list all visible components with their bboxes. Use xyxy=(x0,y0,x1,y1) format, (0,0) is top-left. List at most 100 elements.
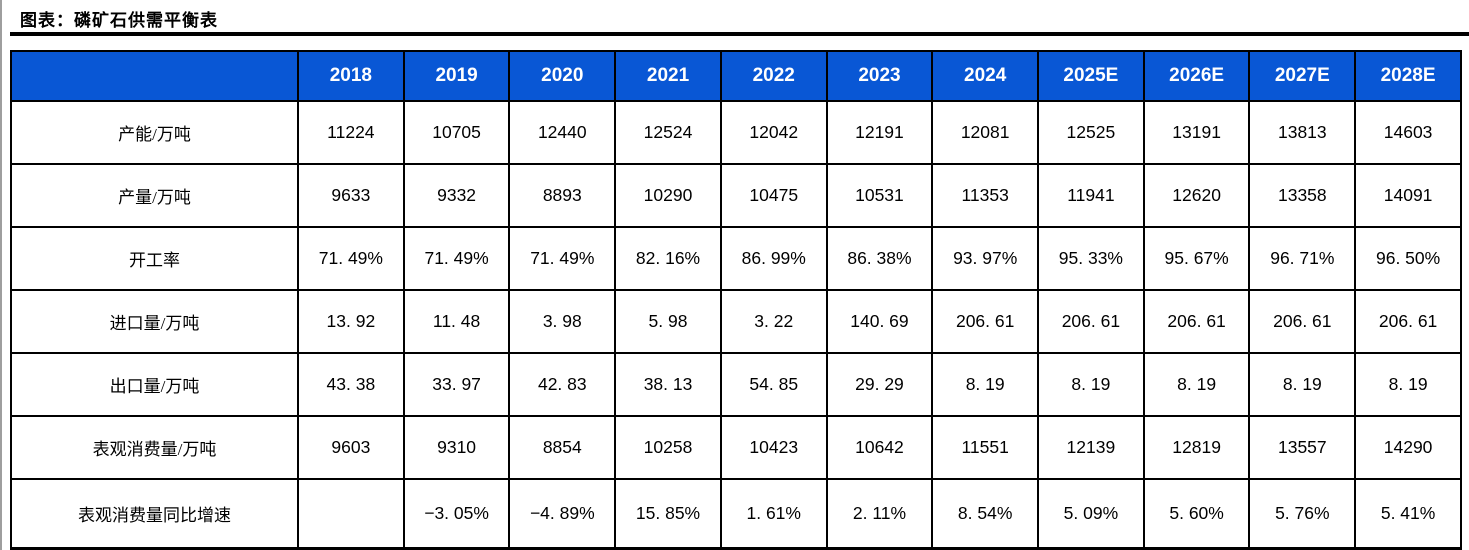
value-cell: 206. 61 xyxy=(1354,289,1462,354)
value-cell: 11353 xyxy=(931,163,1040,228)
value-cell: 8. 54% xyxy=(931,478,1040,549)
value-cell: 3. 98 xyxy=(508,289,617,354)
value-cell: 5. 76% xyxy=(1248,478,1357,549)
value-cell: 71. 49% xyxy=(508,226,617,291)
value-cell: 11. 48 xyxy=(402,289,511,354)
value-cell: 140. 69 xyxy=(825,289,934,354)
value-cell: 82. 16% xyxy=(614,226,722,291)
value-cell: 11551 xyxy=(931,415,1040,480)
value-cell: 14603 xyxy=(1354,100,1462,165)
value-cell: 13358 xyxy=(1248,163,1357,228)
value-cell: 13557 xyxy=(1248,415,1357,480)
value-cell xyxy=(297,478,405,549)
value-cell: 8. 19 xyxy=(1142,352,1251,417)
value-cell: 54. 85 xyxy=(719,352,828,417)
value-cell: 96. 50% xyxy=(1354,226,1462,291)
year-header-2023: 2023 xyxy=(825,50,934,102)
value-cell: −3. 05% xyxy=(402,478,511,549)
value-cell: 86. 38% xyxy=(825,226,934,291)
value-cell: 10705 xyxy=(402,100,511,165)
value-cell: 29. 29 xyxy=(825,352,934,417)
value-cell: 9332 xyxy=(402,163,511,228)
value-cell: 15. 85% xyxy=(614,478,722,549)
year-header-2020: 2020 xyxy=(508,50,617,102)
value-cell: 11941 xyxy=(1037,163,1145,228)
value-cell: 12139 xyxy=(1037,415,1145,480)
value-cell: 38. 13 xyxy=(614,352,722,417)
value-cell: 11224 xyxy=(297,100,405,165)
table-row-apparent-consumption: 表观消费量/万吨 9603 9310 8854 10258 10423 1064… xyxy=(10,415,1462,480)
row-label-cell: 进口量/万吨 xyxy=(10,289,299,354)
year-header-2022: 2022 xyxy=(719,50,828,102)
row-label-cell: 开工率 xyxy=(10,226,299,291)
year-header-2028e: 2028E xyxy=(1354,50,1462,102)
value-cell: 13. 92 xyxy=(297,289,405,354)
value-cell: 9603 xyxy=(297,415,405,480)
corner-header-cell xyxy=(10,50,299,102)
table-row-exports: 出口量/万吨 43. 38 33. 97 42. 83 38. 13 54. 8… xyxy=(10,352,1462,417)
value-cell: 8. 19 xyxy=(1354,352,1462,417)
value-cell: 3. 22 xyxy=(719,289,828,354)
value-cell: 10258 xyxy=(614,415,722,480)
page-left-edge-bar xyxy=(0,0,2,550)
value-cell: 8. 19 xyxy=(1037,352,1145,417)
value-cell: 93. 97% xyxy=(931,226,1040,291)
value-cell: 2. 11% xyxy=(825,478,934,549)
value-cell: 14091 xyxy=(1354,163,1462,228)
value-cell: 13813 xyxy=(1248,100,1357,165)
value-cell: 9633 xyxy=(297,163,405,228)
row-label-cell: 产量/万吨 xyxy=(10,163,299,228)
table-row-operating-rate: 开工率 71. 49% 71. 49% 71. 49% 82. 16% 86. … xyxy=(10,226,1462,291)
value-cell: 12042 xyxy=(719,100,828,165)
row-label-cell: 出口量/万吨 xyxy=(10,352,299,417)
value-cell: 10642 xyxy=(825,415,934,480)
value-cell: 95. 67% xyxy=(1142,226,1251,291)
value-cell: 12081 xyxy=(931,100,1040,165)
value-cell: 10475 xyxy=(719,163,828,228)
supply-demand-balance-table: 2018 2019 2020 2021 2022 2023 2024 2025E… xyxy=(10,50,1462,550)
value-cell: 8. 19 xyxy=(1248,352,1357,417)
header-row: 2018 2019 2020 2021 2022 2023 2024 2025E… xyxy=(10,50,1462,102)
year-header-2021: 2021 xyxy=(614,50,722,102)
value-cell: 71. 49% xyxy=(402,226,511,291)
year-header-2018: 2018 xyxy=(297,50,405,102)
page-title: 图表：磷矿石供需平衡表 xyxy=(20,11,218,30)
value-cell: 206. 61 xyxy=(1142,289,1251,354)
value-cell: 86. 99% xyxy=(719,226,828,291)
row-label-cell: 表观消费量/万吨 xyxy=(10,415,299,480)
year-header-2027e: 2027E xyxy=(1248,50,1357,102)
value-cell: 206. 61 xyxy=(931,289,1040,354)
value-cell: 14290 xyxy=(1354,415,1462,480)
value-cell: 96. 71% xyxy=(1248,226,1357,291)
row-label-cell: 表观消费量同比增速 xyxy=(10,478,299,549)
table-row-imports: 进口量/万吨 13. 92 11. 48 3. 98 5. 98 3. 22 1… xyxy=(10,289,1462,354)
value-cell: 33. 97 xyxy=(402,352,511,417)
table-row-production: 产量/万吨 9633 9332 8893 10290 10475 10531 1… xyxy=(10,163,1462,228)
value-cell: 5. 98 xyxy=(614,289,722,354)
value-cell: −4. 89% xyxy=(508,478,617,549)
table-row-capacity: 产能/万吨 11224 10705 12440 12524 12042 1219… xyxy=(10,100,1462,165)
value-cell: 8893 xyxy=(508,163,617,228)
value-cell: 12440 xyxy=(508,100,617,165)
year-header-2024: 2024 xyxy=(931,50,1040,102)
value-cell: 1. 61% xyxy=(719,478,828,549)
value-cell: 71. 49% xyxy=(297,226,405,291)
value-cell: 5. 60% xyxy=(1142,478,1251,549)
value-cell: 206. 61 xyxy=(1248,289,1357,354)
value-cell: 12525 xyxy=(1037,100,1145,165)
value-cell: 10531 xyxy=(825,163,934,228)
title-underline-rule xyxy=(10,32,1469,36)
value-cell: 5. 41% xyxy=(1354,478,1462,549)
value-cell: 13191 xyxy=(1142,100,1251,165)
value-cell: 42. 83 xyxy=(508,352,617,417)
value-cell: 95. 33% xyxy=(1037,226,1145,291)
year-header-2019: 2019 xyxy=(402,50,511,102)
value-cell: 12191 xyxy=(825,100,934,165)
year-header-2025e: 2025E xyxy=(1037,50,1145,102)
value-cell: 43. 38 xyxy=(297,352,405,417)
value-cell: 8854 xyxy=(508,415,617,480)
table-row-consumption-yoy-growth: 表观消费量同比增速 −3. 05% −4. 89% 15. 85% 1. 61%… xyxy=(10,478,1462,549)
value-cell: 12524 xyxy=(614,100,722,165)
value-cell: 10290 xyxy=(614,163,722,228)
value-cell: 12620 xyxy=(1142,163,1251,228)
